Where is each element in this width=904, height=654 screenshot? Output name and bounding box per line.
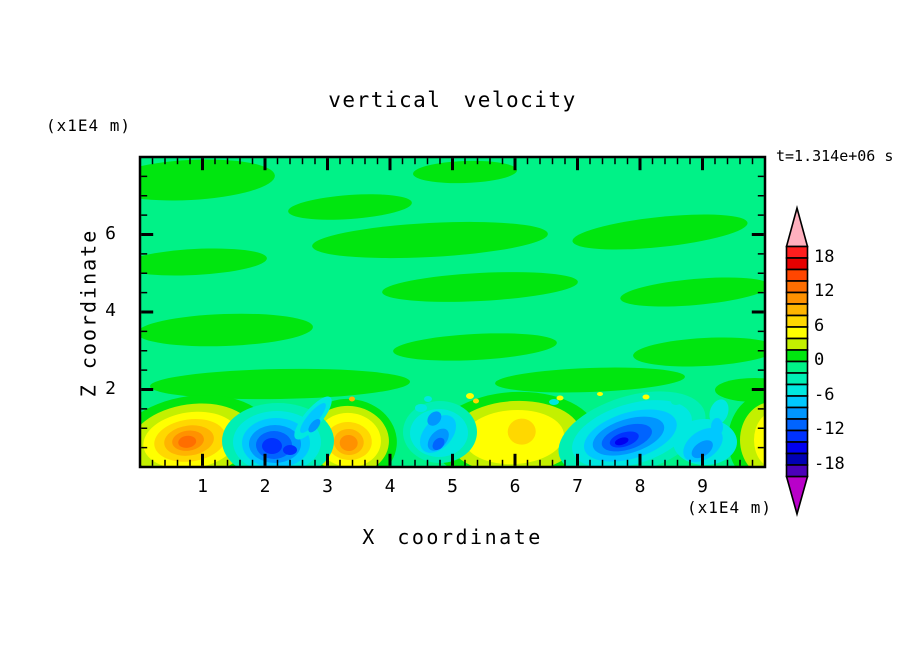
updraft-cell-4 xyxy=(728,392,765,467)
colorbar-band xyxy=(785,360,809,374)
colorbar-band xyxy=(785,291,809,305)
x-axis-label: X coordinate xyxy=(362,525,543,549)
plot-title: vertical velocity xyxy=(328,88,577,112)
plot-frame xyxy=(138,155,767,469)
colorbar-band xyxy=(785,337,809,351)
colorbar-band xyxy=(785,349,809,363)
time-annotation: t=1.314e+06 s xyxy=(776,147,894,165)
z-tick-label: 4 xyxy=(105,300,116,321)
colorbar-band xyxy=(785,268,809,282)
colorbar-band xyxy=(785,452,809,466)
x-tick-label: 6 xyxy=(509,476,521,497)
updraft-cell-3 xyxy=(433,391,597,467)
x-tick-label: 2 xyxy=(259,476,271,497)
upper-streaks xyxy=(140,159,765,402)
colorbar-band xyxy=(785,314,809,328)
colorbar-band xyxy=(785,429,809,443)
contour-field xyxy=(140,157,765,467)
colorbar-band xyxy=(785,406,809,420)
colorbar-tick-label: 0 xyxy=(814,350,825,370)
colorbar-tick-label: 12 xyxy=(814,281,835,301)
colorbar xyxy=(785,204,809,517)
x-tick-label: 1 xyxy=(197,476,208,497)
updraft-cell-1 xyxy=(140,395,271,467)
x-tick-label: 8 xyxy=(634,476,646,497)
x-tick-label: 3 xyxy=(322,476,333,497)
colorbar-band xyxy=(785,441,809,455)
colorbar-band xyxy=(785,372,809,386)
colorbar-over-arrow xyxy=(785,204,809,248)
x-tick-label: 5 xyxy=(447,476,458,497)
colorbar-under-arrow xyxy=(785,475,809,517)
z-tick-label: 2 xyxy=(105,377,116,399)
updraft-cell-2 xyxy=(300,398,397,467)
colorbar-band xyxy=(785,464,809,478)
axis-ticks xyxy=(141,158,764,466)
colorbar-tick-label: 18 xyxy=(814,246,835,267)
colorbar-band xyxy=(785,395,809,409)
downdraft-streak xyxy=(294,396,332,440)
colorbar-tick-label: -12 xyxy=(814,419,845,439)
colorbar-band xyxy=(785,418,809,432)
x-tick-label: 7 xyxy=(572,476,583,497)
downdraft-cell-4 xyxy=(673,399,737,465)
colorbar-tick-label: -6 xyxy=(814,384,835,405)
colorbar-band xyxy=(785,280,809,294)
colorbar-tick-label: 6 xyxy=(814,315,825,336)
downdraft-cell-3 xyxy=(558,391,706,467)
interface-speckles xyxy=(349,392,681,405)
x-tick-label: 4 xyxy=(384,476,396,497)
downdraft-cell-2 xyxy=(403,396,477,463)
colorbar-bands xyxy=(785,245,809,478)
z-axis-units: (x1E4 m) xyxy=(46,116,132,135)
colorbar-band xyxy=(785,303,809,317)
colorbar-band xyxy=(785,383,809,397)
colorbar-band xyxy=(785,257,809,271)
x-tick-label: 9 xyxy=(697,476,708,497)
x-axis-units: (x1E4 m) xyxy=(687,498,773,517)
colorbar-tick-label: -18 xyxy=(814,453,845,474)
colorbar-band xyxy=(785,245,809,259)
z-tick-label: 6 xyxy=(105,222,116,244)
colorbar-band xyxy=(785,326,809,340)
